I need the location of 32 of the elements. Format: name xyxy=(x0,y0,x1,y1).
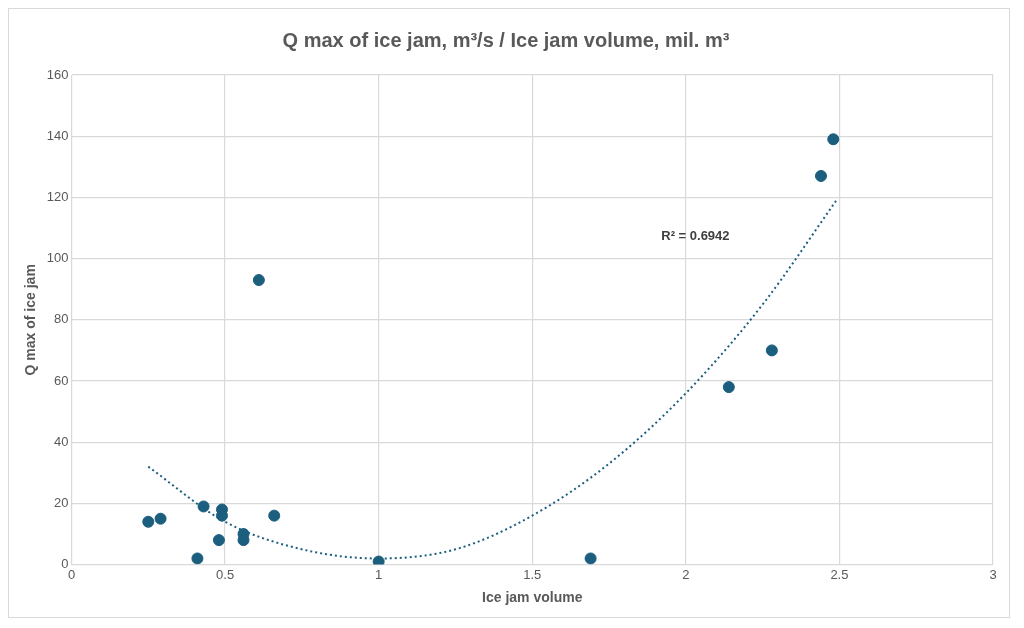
point xyxy=(584,552,597,565)
x-tick-label: 1.5 xyxy=(523,566,542,582)
point xyxy=(372,555,385,565)
y-tick-label: 60 xyxy=(54,372,69,388)
point xyxy=(765,344,778,357)
x-tick-label: 0.5 xyxy=(216,566,235,582)
point xyxy=(154,512,167,525)
y-tick-label: 40 xyxy=(54,433,69,449)
point xyxy=(197,500,210,513)
point xyxy=(722,381,735,394)
point xyxy=(142,515,155,528)
x-tick-label: 3 xyxy=(989,566,997,582)
point xyxy=(268,509,281,522)
y-tick-label: 160 xyxy=(46,66,69,82)
x-tick-label: 2 xyxy=(682,566,690,582)
y-tick-label: 0 xyxy=(61,556,69,572)
point xyxy=(827,133,840,146)
point xyxy=(191,552,204,565)
point xyxy=(814,169,827,182)
y-tick-label: 80 xyxy=(54,311,69,327)
y-tick-label: 100 xyxy=(46,250,69,266)
x-axis-title: Ice jam volume xyxy=(482,589,583,606)
point xyxy=(252,274,265,287)
y-axis-title: Q max of ice jam xyxy=(22,264,39,376)
y-tick-label: 120 xyxy=(46,188,69,204)
point xyxy=(212,534,225,547)
y-tick-label: 140 xyxy=(46,127,69,143)
x-tick-label: 1 xyxy=(375,566,383,582)
x-tick-label: 2.5 xyxy=(830,566,849,582)
y-tick-label: 20 xyxy=(54,494,69,510)
annotation: R² = 0.6942 xyxy=(661,228,730,244)
chart-title: Q max of ice jam, m³/s / Ice jam volume, mil. m³ xyxy=(282,28,730,51)
